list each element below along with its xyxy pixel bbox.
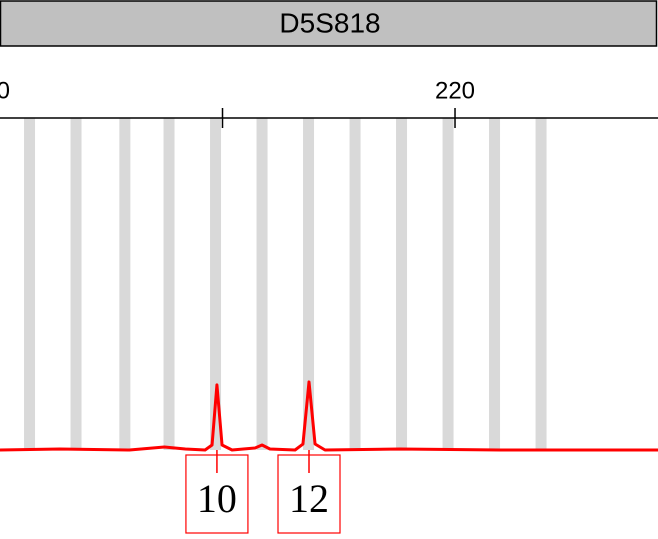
x-axis: 200 220 [0,77,658,128]
allele-label: 12 [289,476,329,521]
allele-box [185,454,249,534]
bin [210,118,222,450]
bin [396,118,408,450]
allele-box [277,454,341,534]
bin [119,118,131,450]
chart-title: D5S818 [279,7,380,38]
bin [489,118,501,450]
bins [24,118,547,450]
x-tick-label: 220 [435,77,475,104]
bin [442,118,454,450]
trace [0,380,658,452]
bin [24,118,36,450]
title-box [0,0,658,47]
bin [70,118,82,450]
bin [163,118,175,450]
bin [256,118,268,450]
allele-label: 10 [197,476,237,521]
bin [303,118,315,450]
bin [349,118,361,450]
plot: 10 12 [0,380,658,534]
x-tick-label: 200 [0,77,10,104]
bin [535,118,547,450]
